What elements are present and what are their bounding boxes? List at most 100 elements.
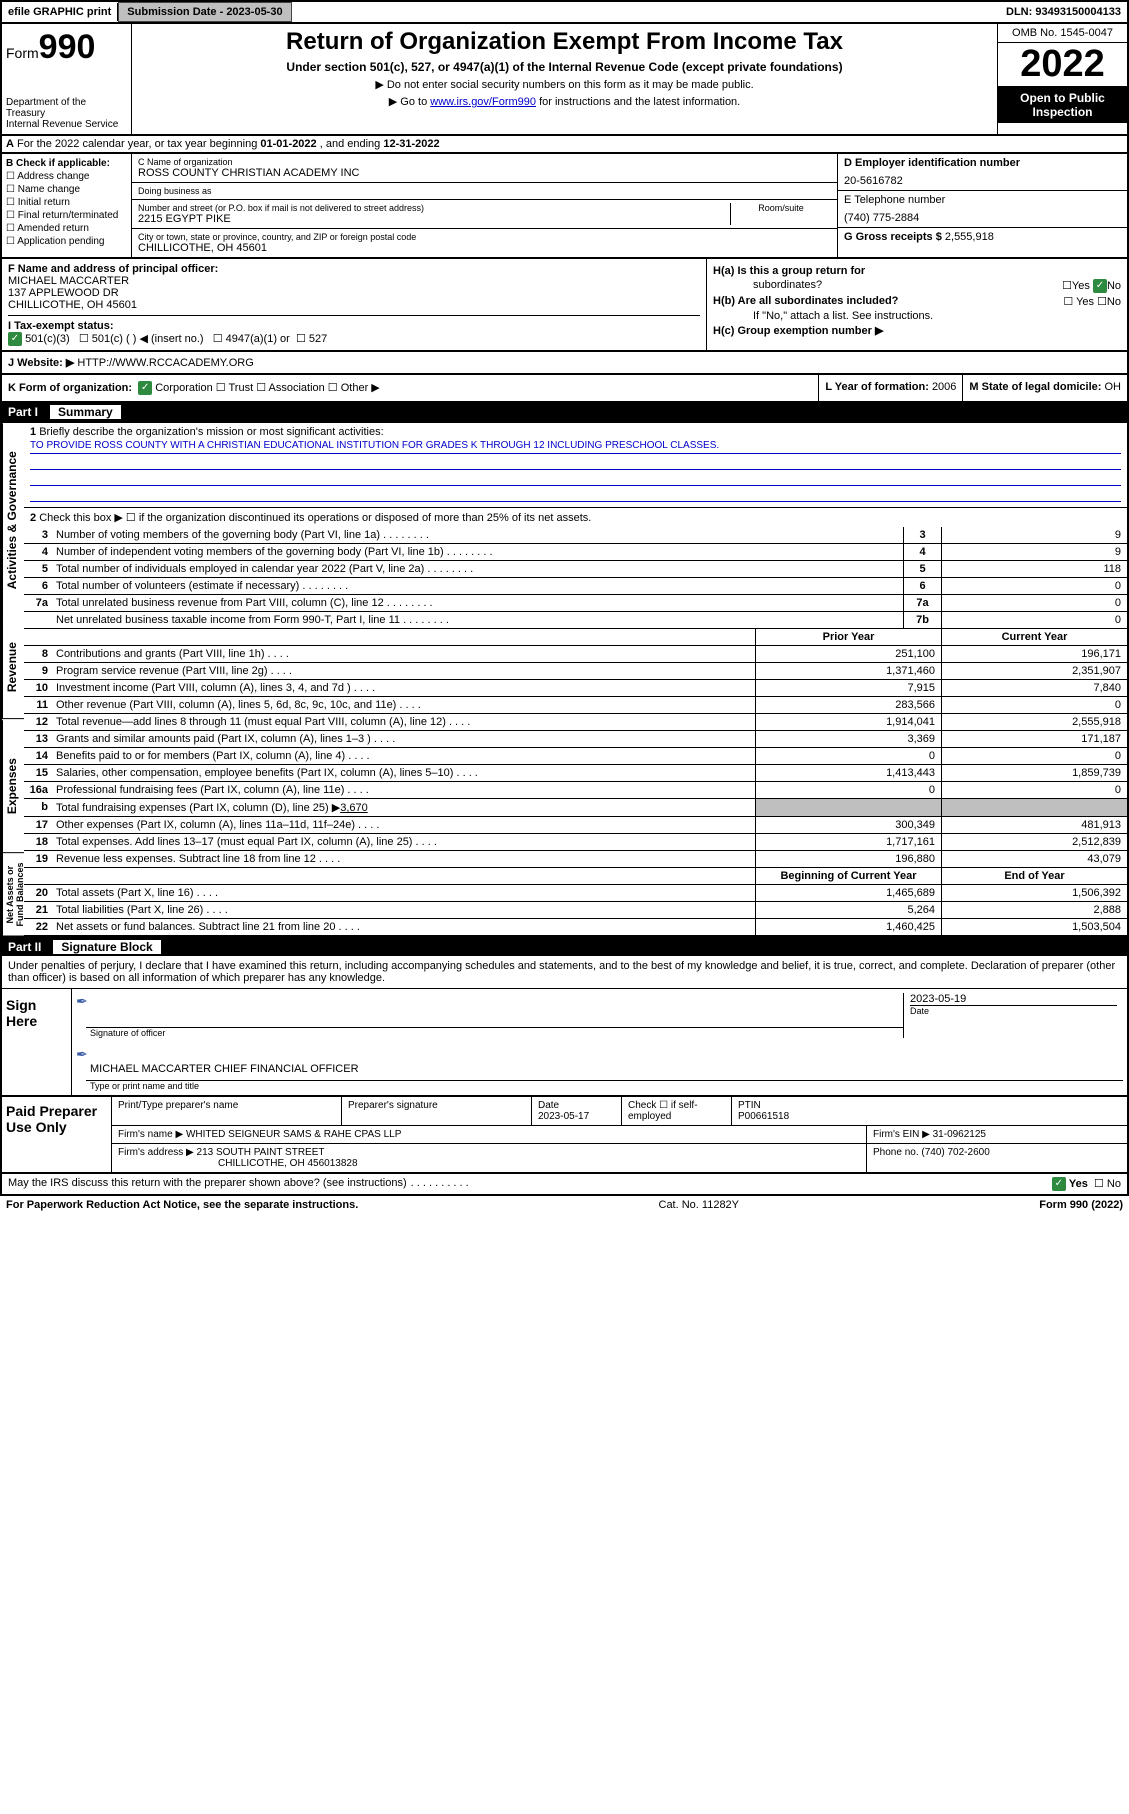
p1-2col-17: 17Other expenses (Part IX, column (A), l… <box>24 817 1127 834</box>
pra-notice: For Paperwork Reduction Act Notice, see … <box>6 1199 358 1211</box>
sig-date-value: 2023-05-19 <box>910 993 1117 1005</box>
col-d-ids: D Employer identification number 20-5616… <box>837 154 1127 257</box>
checkbox-address-change[interactable]: Address change <box>6 171 127 182</box>
city-label: City or town, state or province, country… <box>138 232 831 242</box>
org-name-label: C Name of organization <box>138 157 831 167</box>
tel-value: (740) 775-2884 <box>844 212 1121 224</box>
firm-address: 213 SOUTH PAINT STREET <box>197 1147 325 1158</box>
mission-text: TO PROVIDE ROSS COUNTY WITH A CHRISTIAN … <box>30 440 1121 454</box>
paid-preparer-section: Paid Preparer Use Only Print/Type prepar… <box>0 1097 1129 1174</box>
side-tab-expenses: Expenses <box>2 720 24 853</box>
checkbox-irs-yes[interactable]: ✓ <box>1052 1177 1066 1191</box>
footer-irs-discuss: May the IRS discuss this return with the… <box>0 1174 1129 1196</box>
checkbox-application-pending[interactable]: Application pending <box>6 236 127 247</box>
prep-date-value: 2023-05-17 <box>538 1111 589 1122</box>
open-inspection-label: Open to Public Inspection <box>998 87 1127 123</box>
city-value: CHILLICOTHE, OH 45601 <box>138 242 831 254</box>
p1-2col-14: 14Benefits paid to or for members (Part … <box>24 748 1127 765</box>
sig-name-line: MICHAEL MACCARTER CHIEF FINANCIAL OFFICE… <box>86 1063 1123 1081</box>
gross-value: 2,555,918 <box>945 231 994 243</box>
p1-line-7b: Net unrelated business taxable income fr… <box>24 612 1127 629</box>
cat-no: Cat. No. 11282Y <box>659 1199 740 1211</box>
p1-col-header-py-cy: Prior Year Current Year <box>24 629 1127 646</box>
col-b-header: B Check if applicable: <box>6 158 110 169</box>
form-note2: ▶ Go to www.irs.gov/Form990 for instruct… <box>138 95 991 108</box>
pen-icon: ✒ <box>76 993 88 1009</box>
row-k: K Form of organization: ✓ Corporation ☐ … <box>0 375 1129 403</box>
dept-label: Department of the TreasuryInternal Reven… <box>6 97 127 130</box>
checkbox-final-return[interactable]: Final return/terminated <box>6 210 127 221</box>
p1-2col-20: 20Total assets (Part X, line 16) . . . .… <box>24 885 1127 902</box>
col-h: H(a) Is this a group return for subordin… <box>707 259 1127 350</box>
firm-phone: (740) 702-2600 <box>921 1147 989 1158</box>
checkbox-ha-no[interactable]: ✓ <box>1093 279 1107 293</box>
side-tab-netassets: Net Assets or Fund Balances <box>2 853 24 937</box>
address-value: 2215 EGYPT PIKE <box>138 213 730 225</box>
p1-2col-21: 21Total liabilities (Part X, line 26) . … <box>24 902 1127 919</box>
line-16b: b Total fundraising expenses (Part IX, c… <box>24 799 1127 817</box>
ein-value: 20-5616782 <box>844 175 1121 187</box>
state-domicile: M State of legal domicile: OH <box>962 375 1127 401</box>
website-value: HTTP://WWW.RCCACADEMY.ORG <box>77 357 253 369</box>
sig-declaration: Under penalties of perjury, I declare th… <box>2 956 1127 989</box>
firm-name: WHITED SEIGNEUR SAMS & RAHE CPAS LLP <box>186 1129 401 1140</box>
gross-label: G Gross receipts $ <box>844 231 945 243</box>
checkbox-initial-return[interactable]: Initial return <box>6 197 127 208</box>
pen-icon-2: ✒ <box>76 1046 88 1062</box>
row-a-tax-year: A For the 2022 calendar year, or tax yea… <box>0 136 1129 154</box>
p1-2col-10: 10Investment income (Part VIII, column (… <box>24 680 1127 697</box>
checkbox-corporation[interactable]: ✓ <box>138 381 152 395</box>
officer-addr1: 137 APPLEWOOD DR <box>8 287 119 299</box>
tel-label: E Telephone number <box>844 194 945 206</box>
p1-line-5: 5Total number of individuals employed in… <box>24 561 1127 578</box>
top-bar: efile GRAPHIC print Submission Date - 20… <box>0 0 1129 24</box>
sig-name-label: Type or print name and title <box>86 1081 1123 1091</box>
paid-preparer-label: Paid Preparer Use Only <box>2 1097 112 1172</box>
prep-name-label: Print/Type preparer's name <box>112 1097 342 1125</box>
p1-2col-9: 9Program service revenue (Part VIII, lin… <box>24 663 1127 680</box>
part1-body: Activities & Governance Revenue Expenses… <box>0 421 1129 938</box>
p1-2col-8: 8Contributions and grants (Part VIII, li… <box>24 646 1127 663</box>
dba-label: Doing business as <box>138 186 831 196</box>
irs-link[interactable]: www.irs.gov/Form990 <box>430 96 536 108</box>
p1-2col-11: 11Other revenue (Part VIII, column (A), … <box>24 697 1127 714</box>
prep-self-employed[interactable]: Check ☐ if self-employed <box>622 1097 732 1125</box>
omb-label: OMB No. 1545-0047 <box>998 24 1127 43</box>
col-c-org-info: C Name of organization ROSS COUNTY CHRIS… <box>132 154 837 257</box>
room-label: Room/suite <box>731 203 831 213</box>
org-name: ROSS COUNTY CHRISTIAN ACADEMY INC <box>138 167 831 179</box>
submission-date-button[interactable]: Submission Date - 2023-05-30 <box>118 2 291 22</box>
q2-checkbox: 2 Check this box ▶ ☐ if the organization… <box>24 508 1127 527</box>
officer-name: MICHAEL MACCARTER <box>8 275 129 287</box>
part2-header: Part IISignature Block <box>0 938 1129 956</box>
signature-section: Under penalties of perjury, I declare th… <box>0 956 1129 1097</box>
p1-2col-19: 19Revenue less expenses. Subtract line 1… <box>24 851 1127 868</box>
dln-label: DLN: 93493150004133 <box>1000 3 1127 21</box>
form-title: Return of Organization Exempt From Incom… <box>138 28 991 56</box>
form-page: Form 990 (2022) <box>1039 1199 1123 1211</box>
form-of-org: K Form of organization: ✓ Corporation ☐ … <box>2 375 818 401</box>
p1-2col-18: 18Total expenses. Add lines 13–17 (must … <box>24 834 1127 851</box>
col-b-checkboxes: B Check if applicable: Address change Na… <box>2 154 132 257</box>
section-bcd: B Check if applicable: Address change Na… <box>0 154 1129 259</box>
side-tab-activities: Activities & Governance <box>2 423 24 617</box>
year-formation: L Year of formation: 2006 <box>818 375 962 401</box>
q1-mission: 1 Briefly describe the organization's mi… <box>24 423 1127 508</box>
sig-date-label: Date <box>910 1005 1117 1016</box>
sig-officer-label: Signature of officer <box>86 1028 903 1038</box>
p1-line-6: 6Total number of volunteers (estimate if… <box>24 578 1127 595</box>
efile-label: efile GRAPHIC print <box>2 3 118 21</box>
firm-city: CHILLICOTHE, OH 456013828 <box>118 1158 358 1169</box>
form-note1: ▶ Do not enter social security numbers o… <box>138 78 991 91</box>
p1-2col-13: 13Grants and similar amounts paid (Part … <box>24 731 1127 748</box>
side-tab-revenue: Revenue <box>2 617 24 719</box>
sign-here-label: Sign Here <box>2 989 72 1095</box>
sig-line-officer[interactable] <box>86 1010 903 1028</box>
checkbox-501c3[interactable]: ✓ <box>8 332 22 346</box>
p1-line-4: 4Number of independent voting members of… <box>24 544 1127 561</box>
address-label: Number and street (or P.O. box if mail i… <box>138 203 730 213</box>
checkbox-name-change[interactable]: Name change <box>6 184 127 195</box>
form-header: Form990 Department of the TreasuryIntern… <box>0 24 1129 136</box>
checkbox-amended-return[interactable]: Amended return <box>6 223 127 234</box>
p1-line-7a: 7aTotal unrelated business revenue from … <box>24 595 1127 612</box>
